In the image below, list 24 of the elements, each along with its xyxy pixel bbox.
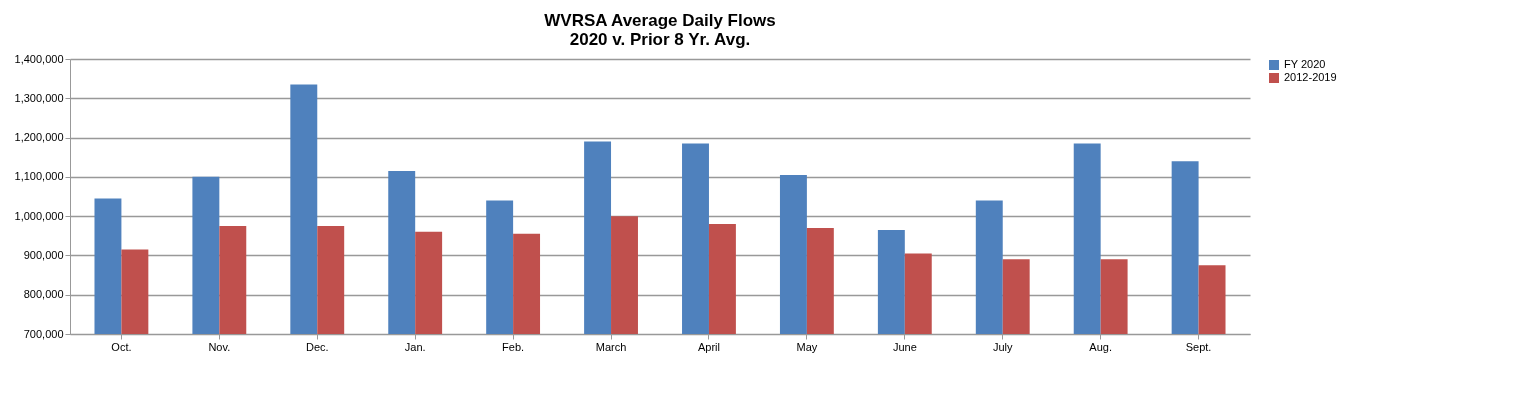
x-tick-label: Feb. bbox=[502, 340, 525, 353]
y-tick-label: 800,000 bbox=[23, 288, 64, 301]
x-tick-label: Dec. bbox=[305, 340, 329, 353]
x-tick-label: Oct. bbox=[111, 340, 132, 353]
legend-label: 2012-2019 bbox=[1284, 71, 1337, 83]
legend-label: FY 2020 bbox=[1284, 58, 1326, 70]
x-tick-label: March bbox=[595, 340, 627, 353]
x-tick-label: June bbox=[892, 340, 917, 353]
y-tick-label: 900,000 bbox=[23, 248, 64, 261]
y-tick-label: 1,100,000 bbox=[14, 170, 64, 183]
chart-subtitle: 2020 v. Prior 8 Yr. Avg. bbox=[569, 30, 751, 49]
y-tick-label: 1,400,000 bbox=[14, 52, 64, 65]
y-tick-label: 700,000 bbox=[23, 327, 64, 340]
x-tick-label: Sept. bbox=[1185, 340, 1212, 353]
x-tick-label: May bbox=[796, 340, 818, 353]
x-tick-label: July bbox=[992, 340, 1014, 353]
x-tick-label: April bbox=[697, 340, 720, 353]
chart-title: WVRSA Average Daily Flows bbox=[544, 11, 776, 30]
y-tick-label: 1,000,000 bbox=[14, 209, 64, 222]
x-tick-label: Jan. bbox=[404, 340, 426, 353]
x-tick-label: Aug. bbox=[1089, 340, 1112, 353]
y-tick-label: 1,200,000 bbox=[14, 131, 64, 144]
y-tick-label: 1,300,000 bbox=[14, 91, 64, 104]
x-tick-label: Nov. bbox=[208, 340, 231, 353]
